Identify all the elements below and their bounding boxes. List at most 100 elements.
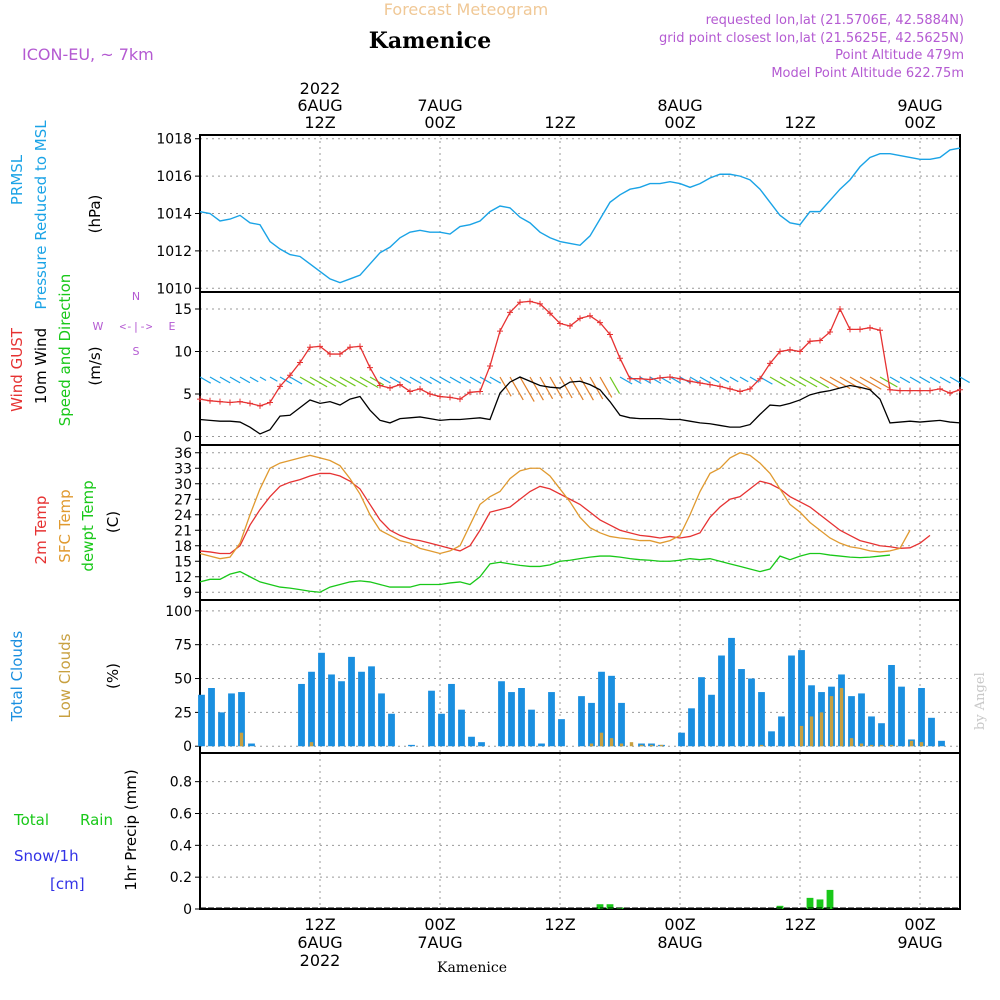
wind-arrow [689,376,701,384]
total-cloud-bar [758,692,765,747]
low-cloud-bar [629,742,634,747]
requested-coords: requested lon,lat (21.5706E, 42.5884N) [706,13,964,28]
total-clouds-label: Total Clouds [8,631,26,723]
low-clouds-label: Low Clouds [56,633,74,718]
y-tick-label: 50 [174,672,192,688]
low-cloud-bar [639,744,644,747]
gust-marker [467,389,473,396]
wind-arrow [719,376,730,383]
wind-arrow [519,376,535,402]
wind-arrow [429,376,442,384]
pressure-label: PRMSL [8,154,26,205]
dewpt-line [199,552,891,593]
y-tick-label: 33 [174,461,192,477]
total-cloud-bar [918,688,925,747]
total-cloud-bar [888,664,895,747]
wind-arrow [219,376,231,384]
time-label-bottom: 9AUG [897,933,942,952]
total-cloud-bar [608,675,615,747]
wind-arrow [799,376,818,388]
wind-label: 10m Wind [32,328,50,404]
gust-marker [587,312,593,319]
total-cloud-bar [438,713,445,747]
wind-arrow [289,376,303,385]
y-tick-label: 0 [183,430,192,446]
time-label-top: 00Z [664,113,695,132]
gust-marker [407,388,413,395]
gust-marker [797,348,803,355]
total-cloud-bar [938,740,945,747]
time-label-top: 2022 [300,79,341,98]
product-title: Forecast Meteogram [384,0,548,19]
gust-marker [757,375,763,382]
low-cloud-bar [889,744,894,747]
time-label-top: 12Z [304,113,335,132]
gust-marker [437,393,443,400]
temp-2m-label: 2m Temp [32,496,50,565]
wind-arrow [779,376,796,387]
time-label-bottom: 6AUG [297,933,342,952]
total-cloud-bar [228,693,235,747]
wind-arrow [639,376,652,384]
wind-arrow [709,376,720,383]
rain-bar [816,899,824,909]
gust-marker [507,309,513,316]
low-cloud-bar [809,716,814,747]
y-tick-label: 0 [183,902,192,918]
total-cloud-bar [788,655,795,747]
gust-marker [747,385,753,392]
low-cloud-bar [839,688,844,747]
wind-arrow [319,376,337,387]
y-tick-label: 9 [183,585,192,601]
rain-bar [826,889,834,909]
gust-marker [487,362,493,369]
gust-marker [667,374,673,380]
time-label-top: 12Z [544,113,575,132]
compass-e: E [169,320,176,333]
y-tick-label: 0 [183,739,192,755]
wind-arrow [559,376,573,399]
time-label-bottom: 2022 [300,951,341,970]
gust-marker [367,364,373,371]
gust-marker [247,400,253,407]
gust-marker [607,331,613,338]
gust-marker [357,343,363,350]
low-cloud-bar [309,742,314,747]
gust-marker [687,378,693,385]
wind-arrow [949,376,961,384]
wind-arrow [649,376,662,384]
gust-marker [827,328,833,335]
total-cloud-bar [358,671,365,747]
point-altitude: Point Altitude 479m [835,48,964,63]
wind-arrow [609,376,621,394]
gust-marker [567,323,573,329]
gust-marker [877,327,883,334]
total-cloud-bar [598,671,605,747]
total-cloud-bar [198,694,205,747]
rain-bar [806,897,814,909]
temp-sfc-line [199,452,911,560]
y-tick-label: 1014 [156,207,192,223]
low-cloud-bar [859,743,864,747]
gust-marker [697,379,703,386]
wind-arrow [699,376,710,384]
wind-arrow [459,376,472,384]
wind-arrow [939,376,951,384]
gust-marker [217,398,223,405]
total-cloud-bar [848,696,855,747]
time-label-bottom: 12Z [784,915,815,934]
gust-marker [917,387,923,394]
y-tick-label: 1012 [156,244,192,260]
total-cloud-bar [528,709,535,747]
wind-arrow [479,376,492,385]
wind-arrow [669,376,682,384]
y-tick-label: 18 [174,539,192,555]
total-cloud-bar [928,717,935,747]
total-cloud-bar [388,713,395,747]
total-cloud-bar [378,693,385,747]
wind-arrow [809,376,830,389]
total-cloud-bar [498,681,505,747]
time-label-bottom: 8AUG [657,933,702,952]
wind-arrow [849,376,873,391]
